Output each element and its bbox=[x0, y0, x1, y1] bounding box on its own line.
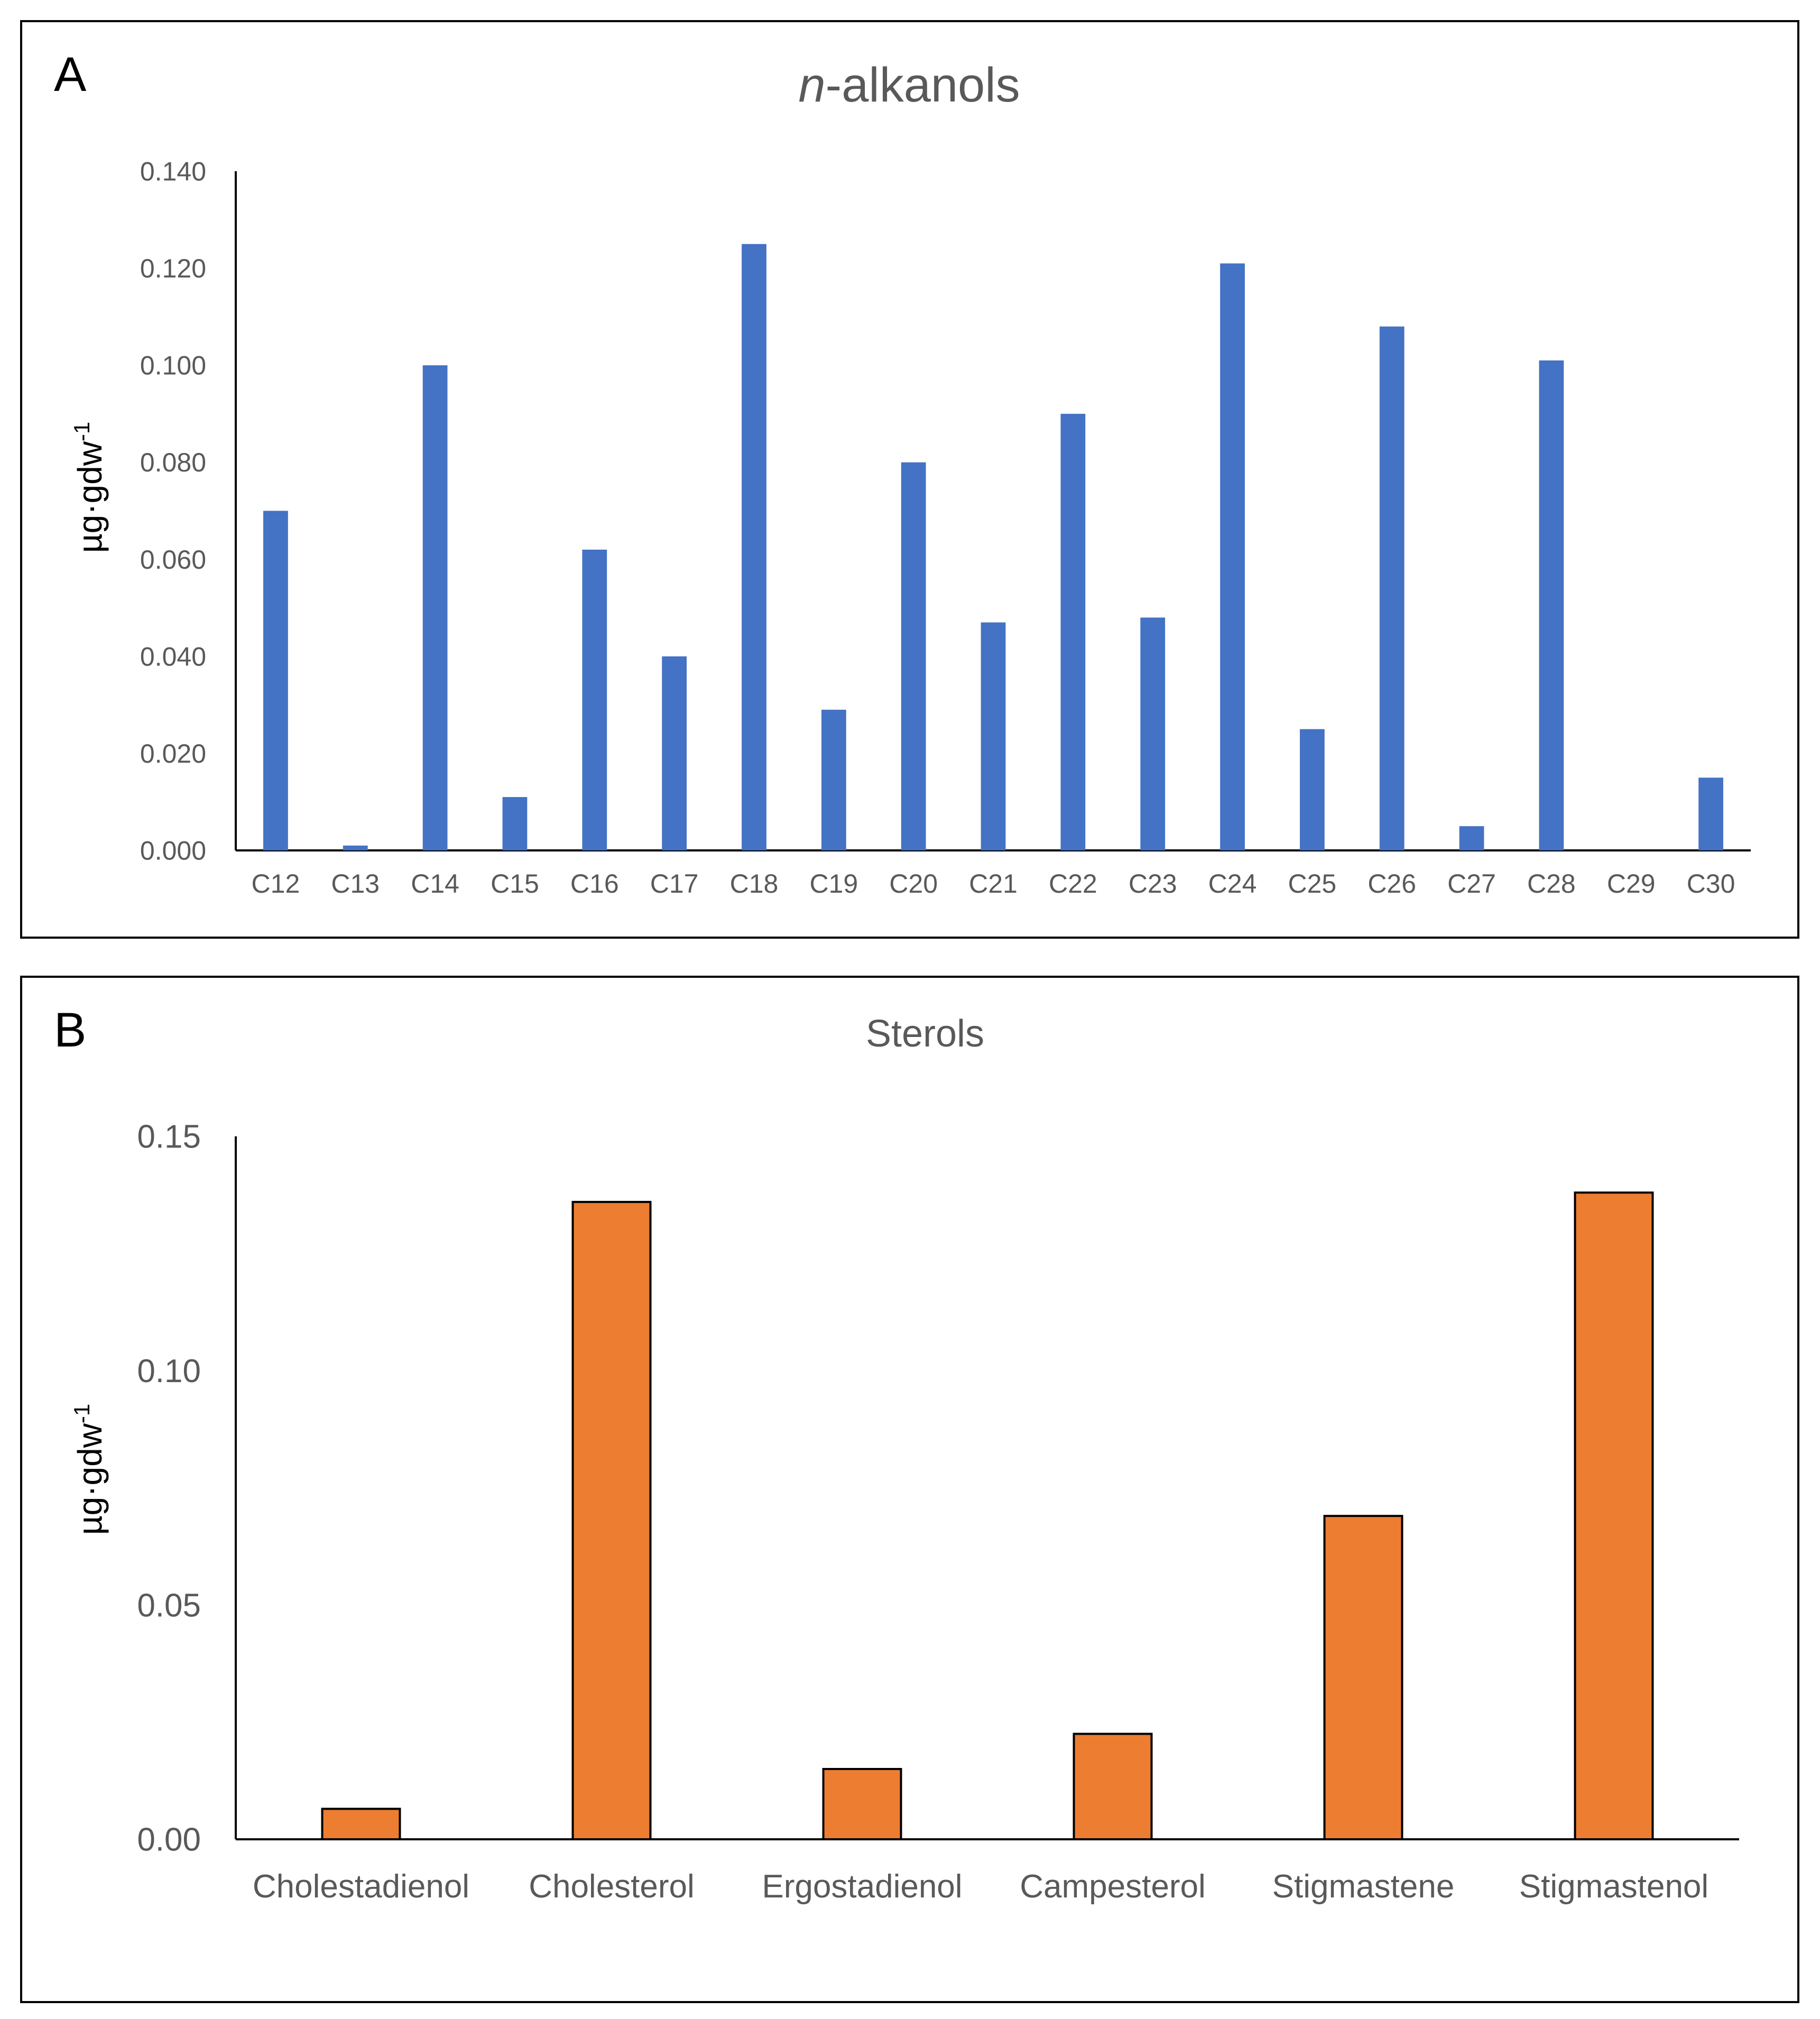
x-tick-label-c14: C14 bbox=[411, 869, 459, 899]
x-tick-label-cholesterol: Cholesterol bbox=[529, 1868, 695, 1905]
y-tick-label: 0.05 bbox=[137, 1587, 201, 1624]
x-tick-label-c27: C27 bbox=[1447, 869, 1496, 899]
x-tick-label-c21: C21 bbox=[969, 869, 1018, 899]
bar-cholestadienol bbox=[321, 1808, 401, 1841]
x-tick-label-c16: C16 bbox=[570, 869, 619, 899]
x-tick-label-c20: C20 bbox=[889, 869, 938, 899]
bar-c24 bbox=[1220, 263, 1245, 851]
x-tick-label-c17: C17 bbox=[650, 869, 699, 899]
x-tick-label-c15: C15 bbox=[491, 869, 539, 899]
bar-c22 bbox=[1060, 413, 1086, 850]
y-tick-label: 0.10 bbox=[137, 1353, 201, 1390]
x-tick-label-c30: C30 bbox=[1687, 869, 1735, 899]
bar-ergostadienol bbox=[822, 1768, 902, 1840]
bar-cholesterol bbox=[571, 1201, 652, 1841]
x-tick-label-c18: C18 bbox=[730, 869, 779, 899]
x-tick-label-c23: C23 bbox=[1129, 869, 1177, 899]
bar-c15 bbox=[502, 797, 528, 850]
axes-b bbox=[235, 1136, 1739, 1840]
y-tick-label: 0.15 bbox=[137, 1119, 201, 1155]
bars-b bbox=[321, 1191, 1654, 1841]
bar-c28 bbox=[1539, 360, 1564, 850]
bar-c19 bbox=[821, 709, 846, 850]
x-labels-b: Cholestadienol Cholesterol Ergostadienol Ca… bbox=[253, 1868, 1708, 1905]
bar-c17 bbox=[662, 656, 687, 850]
x-labels-a: C12 C13 C14 C15 C16 C17 C18 C19 C20 C21 C22 C23 C24 C… bbox=[252, 869, 1735, 899]
y-axis-label-b: µg·gdw-1 bbox=[69, 1404, 109, 1535]
y-tick-label: 0.000 bbox=[140, 836, 206, 866]
x-tick-label-c29: C29 bbox=[1607, 869, 1656, 899]
bar-c20 bbox=[901, 462, 926, 850]
y-tick-label: 0.140 bbox=[140, 157, 206, 187]
chart-title-sterols: Sterols bbox=[866, 1013, 984, 1055]
y-ticks-a: 0.000 0.020 0.040 0.060 0.080 0.100 0.120 0.140 bbox=[140, 157, 206, 866]
x-tick-label-campesterol: Campesterol bbox=[1020, 1868, 1205, 1905]
bar-c25 bbox=[1299, 729, 1325, 850]
y-tick-label: 0.100 bbox=[140, 351, 206, 381]
y-tick-label: 0.020 bbox=[140, 739, 206, 768]
sterols-chart-svg: B Sterols µg·gdw-1 0.00 0.05 0.10 0.15 Chol… bbox=[54, 1003, 1739, 1905]
bar-stigmastene bbox=[1323, 1515, 1403, 1840]
y-tick-label: 0.00 bbox=[137, 1822, 201, 1858]
y-tick-label: 0.040 bbox=[140, 642, 206, 671]
bar-c13 bbox=[343, 845, 368, 850]
x-tick-label-c28: C28 bbox=[1527, 869, 1576, 899]
x-tick-label-c22: C22 bbox=[1049, 869, 1097, 899]
bar-c16 bbox=[582, 549, 607, 850]
x-tick-label-cholestadienol: Cholestadienol bbox=[253, 1868, 469, 1905]
x-tick-label-c25: C25 bbox=[1288, 869, 1337, 899]
x-tick-label-c12: C12 bbox=[252, 869, 300, 899]
panel-a-alkanols-chart: A n-alkanols µg·gdw-1 0.000 0.020 0.040 0.0… bbox=[20, 20, 1799, 939]
panel-letter-b: B bbox=[54, 1003, 86, 1057]
x-tick-label-c26: C26 bbox=[1368, 869, 1416, 899]
x-tick-label-c24: C24 bbox=[1208, 869, 1257, 899]
bar-stigmastenol bbox=[1574, 1191, 1654, 1840]
bar-c12 bbox=[263, 511, 288, 850]
alkanols-chart-svg: A n-alkanols µg·gdw-1 0.0000.0200.0400.0… bbox=[54, 48, 1751, 899]
y-tick-label: 0.060 bbox=[140, 545, 206, 575]
bar-c18 bbox=[742, 244, 766, 850]
bar-c26 bbox=[1379, 326, 1405, 850]
x-tick-label-ergostadienol: Ergostadienol bbox=[762, 1868, 962, 1905]
chart-title-alkanols: n-alkanols bbox=[798, 58, 1020, 112]
x-tick-label-stigmastene: Stigmastene bbox=[1272, 1868, 1455, 1905]
y-tick-label: 0.080 bbox=[140, 448, 206, 477]
y-ticks-b: 0.00 0.05 0.10 0.15 bbox=[137, 1119, 201, 1858]
bar-campesterol bbox=[1073, 1733, 1153, 1840]
x-tick-label-c19: C19 bbox=[809, 869, 858, 899]
bar-c21 bbox=[981, 622, 1006, 850]
bars-a bbox=[263, 244, 1723, 851]
x-tick-label-stigmastenol: Stigmastenol bbox=[1519, 1868, 1708, 1905]
bar-c14 bbox=[422, 365, 448, 850]
bar-c27 bbox=[1459, 826, 1484, 850]
bar-c23 bbox=[1140, 617, 1166, 850]
panel-b-sterols-chart: B Sterols µg·gdw-1 0.00 0.05 0.10 0.15 Chol… bbox=[20, 976, 1799, 2003]
y-axis-label-a: µg·gdw-1 bbox=[69, 422, 109, 553]
x-tick-label-c13: C13 bbox=[331, 869, 380, 899]
panel-letter-a: A bbox=[54, 48, 87, 101]
y-tick-label: 0.120 bbox=[140, 254, 206, 283]
bar-c30 bbox=[1698, 777, 1723, 850]
